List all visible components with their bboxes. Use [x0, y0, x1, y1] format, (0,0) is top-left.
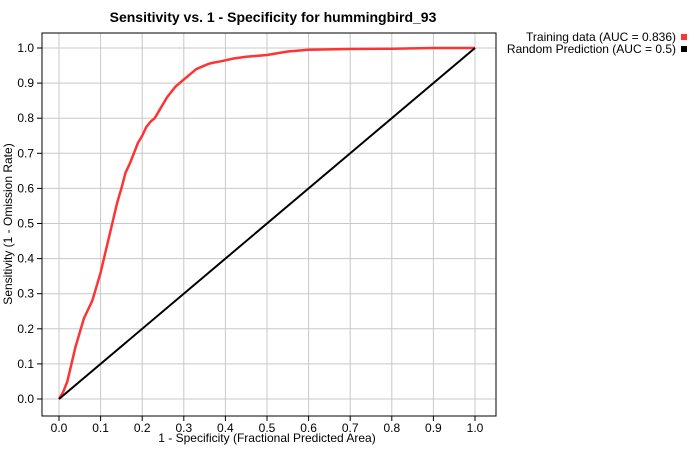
- y-tick-label: 0.7: [17, 146, 34, 160]
- legend-label: Random Prediction (AUC = 0.5): [507, 42, 676, 56]
- legend-label: Training data (AUC = 0.836): [526, 30, 676, 44]
- chart-title: Sensitivity vs. 1 - Specificity for humm…: [110, 9, 437, 25]
- y-tick-label: 0.9: [17, 76, 34, 90]
- x-tick-label: 0.4: [217, 421, 234, 435]
- x-tick-label: 0.7: [342, 421, 359, 435]
- y-axis-ticks: 0.0 0.1 0.2 0.3 0.4 0.5 0.6 0.7 0.8 0.9 1.0: [17, 41, 42, 406]
- y-tick-label: 1.0: [17, 41, 34, 55]
- x-axis-ticks: 0.0 0.1 0.2 0.3 0.4 0.5 0.6 0.7 0.8 0.9 1.0: [51, 416, 484, 435]
- x-tick-label: 0.8: [383, 421, 400, 435]
- y-tick-label: 0.1: [17, 357, 34, 371]
- x-tick-label: 0.2: [134, 421, 151, 435]
- y-tick-label: 0.3: [17, 287, 34, 301]
- x-tick-label: 0.1: [92, 421, 109, 435]
- random-prediction-line: [58, 47, 476, 400]
- x-tick-label: 0.9: [425, 421, 442, 435]
- y-tick-label: 0.0: [17, 392, 34, 406]
- x-tick-label: 0.6: [300, 421, 317, 435]
- legend: Training data (AUC = 0.836)Random Predic…: [507, 30, 687, 56]
- series-layer: [57, 46, 476, 400]
- legend-swatch: [681, 34, 687, 40]
- y-axis-label: Sensitivity (1 - Omission Rate): [1, 143, 15, 304]
- y-tick-label: 0.2: [17, 322, 34, 336]
- x-tick-label: 0.0: [51, 421, 68, 435]
- x-tick-label: 0.5: [259, 421, 276, 435]
- plot-frame: [41, 32, 497, 417]
- x-tick-label: 0.3: [175, 421, 192, 435]
- y-tick-label: 0.8: [17, 111, 34, 125]
- x-axis-label: 1 - Specificity (Fractional Predicted Ar…: [158, 431, 375, 445]
- legend-swatch: [681, 46, 687, 52]
- x-tick-label: 1.0: [467, 421, 484, 435]
- y-tick-label: 0.4: [17, 252, 34, 266]
- training-data-roc-line: [57, 46, 475, 400]
- y-tick-label: 0.6: [17, 181, 34, 195]
- y-tick-label: 0.5: [17, 217, 34, 231]
- grid-layer: [42, 33, 496, 416]
